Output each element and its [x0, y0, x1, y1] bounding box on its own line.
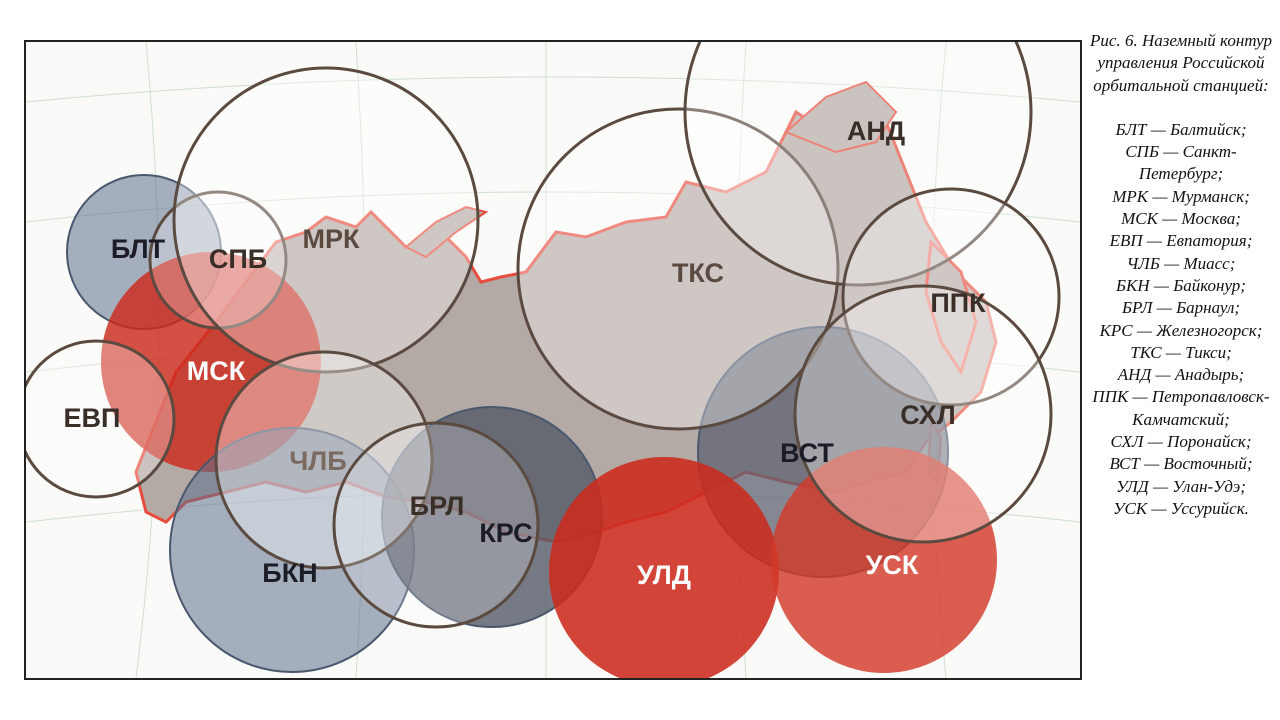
legend-item: АНД — Анадырь;	[1117, 365, 1245, 385]
caption-title: Рис. 6. Наземный контур управления Росси…	[1090, 31, 1272, 95]
legend-item: БЛТ — Балтийск;	[1115, 119, 1247, 139]
legend-item: БРЛ — Барнаул;	[1121, 298, 1241, 318]
zone-tks	[516, 107, 840, 431]
label-mrk: МРК	[303, 224, 361, 254]
legend-item: КРС — Железногорск;	[1099, 320, 1263, 340]
zone-evp	[26, 339, 176, 499]
legend-item: ВСТ — Восточный;	[1109, 454, 1253, 474]
label-tks: ТКС	[672, 258, 724, 288]
legend-item: ЕВП — Евпатория;	[1109, 231, 1253, 251]
label-bkn: БКН	[262, 558, 317, 588]
label-msk: МСК	[187, 356, 246, 386]
label-blt: БЛТ	[111, 234, 166, 264]
label-ppk: ППК	[930, 288, 986, 318]
label-brl: БРЛ	[410, 491, 465, 521]
caption-spacer	[1090, 97, 1272, 119]
label-chlb: ЧЛБ	[289, 446, 346, 476]
label-vst: ВСТ	[780, 438, 834, 468]
zone-mrk	[172, 66, 480, 374]
zone-shl	[793, 284, 1053, 544]
legend-item: ППК — Петропавловск-Камчатский;	[1092, 387, 1270, 429]
legend-item: ТКС — Тикси;	[1130, 342, 1232, 362]
figure-caption: Рис. 6. Наземный контур управления Росси…	[1090, 30, 1272, 520]
zone-and	[683, 42, 1033, 287]
zone-chlb	[214, 350, 434, 570]
zone-usk	[771, 447, 997, 673]
kamchatka-peninsula	[924, 238, 978, 376]
label-evp: ЕВП	[64, 403, 121, 433]
coverage-map: БЛТ СПБ МРК МСК ЕВП ЧЛБ БКН БРЛ КРС ТКС …	[26, 42, 1080, 678]
legend-item: УСК — Уссурийск.	[1113, 498, 1249, 518]
novaya-zemlya	[404, 205, 489, 259]
label-uld: УЛД	[637, 560, 691, 590]
legend-item: СПБ — Санкт-Петербург;	[1125, 142, 1237, 184]
zone-ppk	[841, 187, 1061, 407]
legend-item: УЛД — Улан-Удэ;	[1116, 476, 1246, 496]
label-and: АНД	[847, 116, 905, 146]
label-krs: КРС	[479, 518, 532, 548]
legend-item: ЧЛБ — Миасс;	[1126, 253, 1236, 273]
zone-brl	[332, 421, 540, 629]
chukotka	[784, 80, 898, 154]
label-shl: СХЛ	[900, 400, 955, 430]
label-usk: УСК	[866, 550, 919, 580]
legend-item: БКН — Байконур;	[1116, 275, 1246, 295]
zone-uld	[549, 457, 779, 678]
legend-item: МРК — Мурманск;	[1112, 186, 1250, 206]
legend-item: СХЛ — Поронайск;	[1110, 432, 1252, 452]
legend-item: МСК — Москва;	[1121, 209, 1241, 229]
map-frame: БЛТ СПБ МРК МСК ЕВП ЧЛБ БКН БРЛ КРС ТКС …	[24, 40, 1082, 680]
label-spb: СПБ	[209, 244, 267, 274]
